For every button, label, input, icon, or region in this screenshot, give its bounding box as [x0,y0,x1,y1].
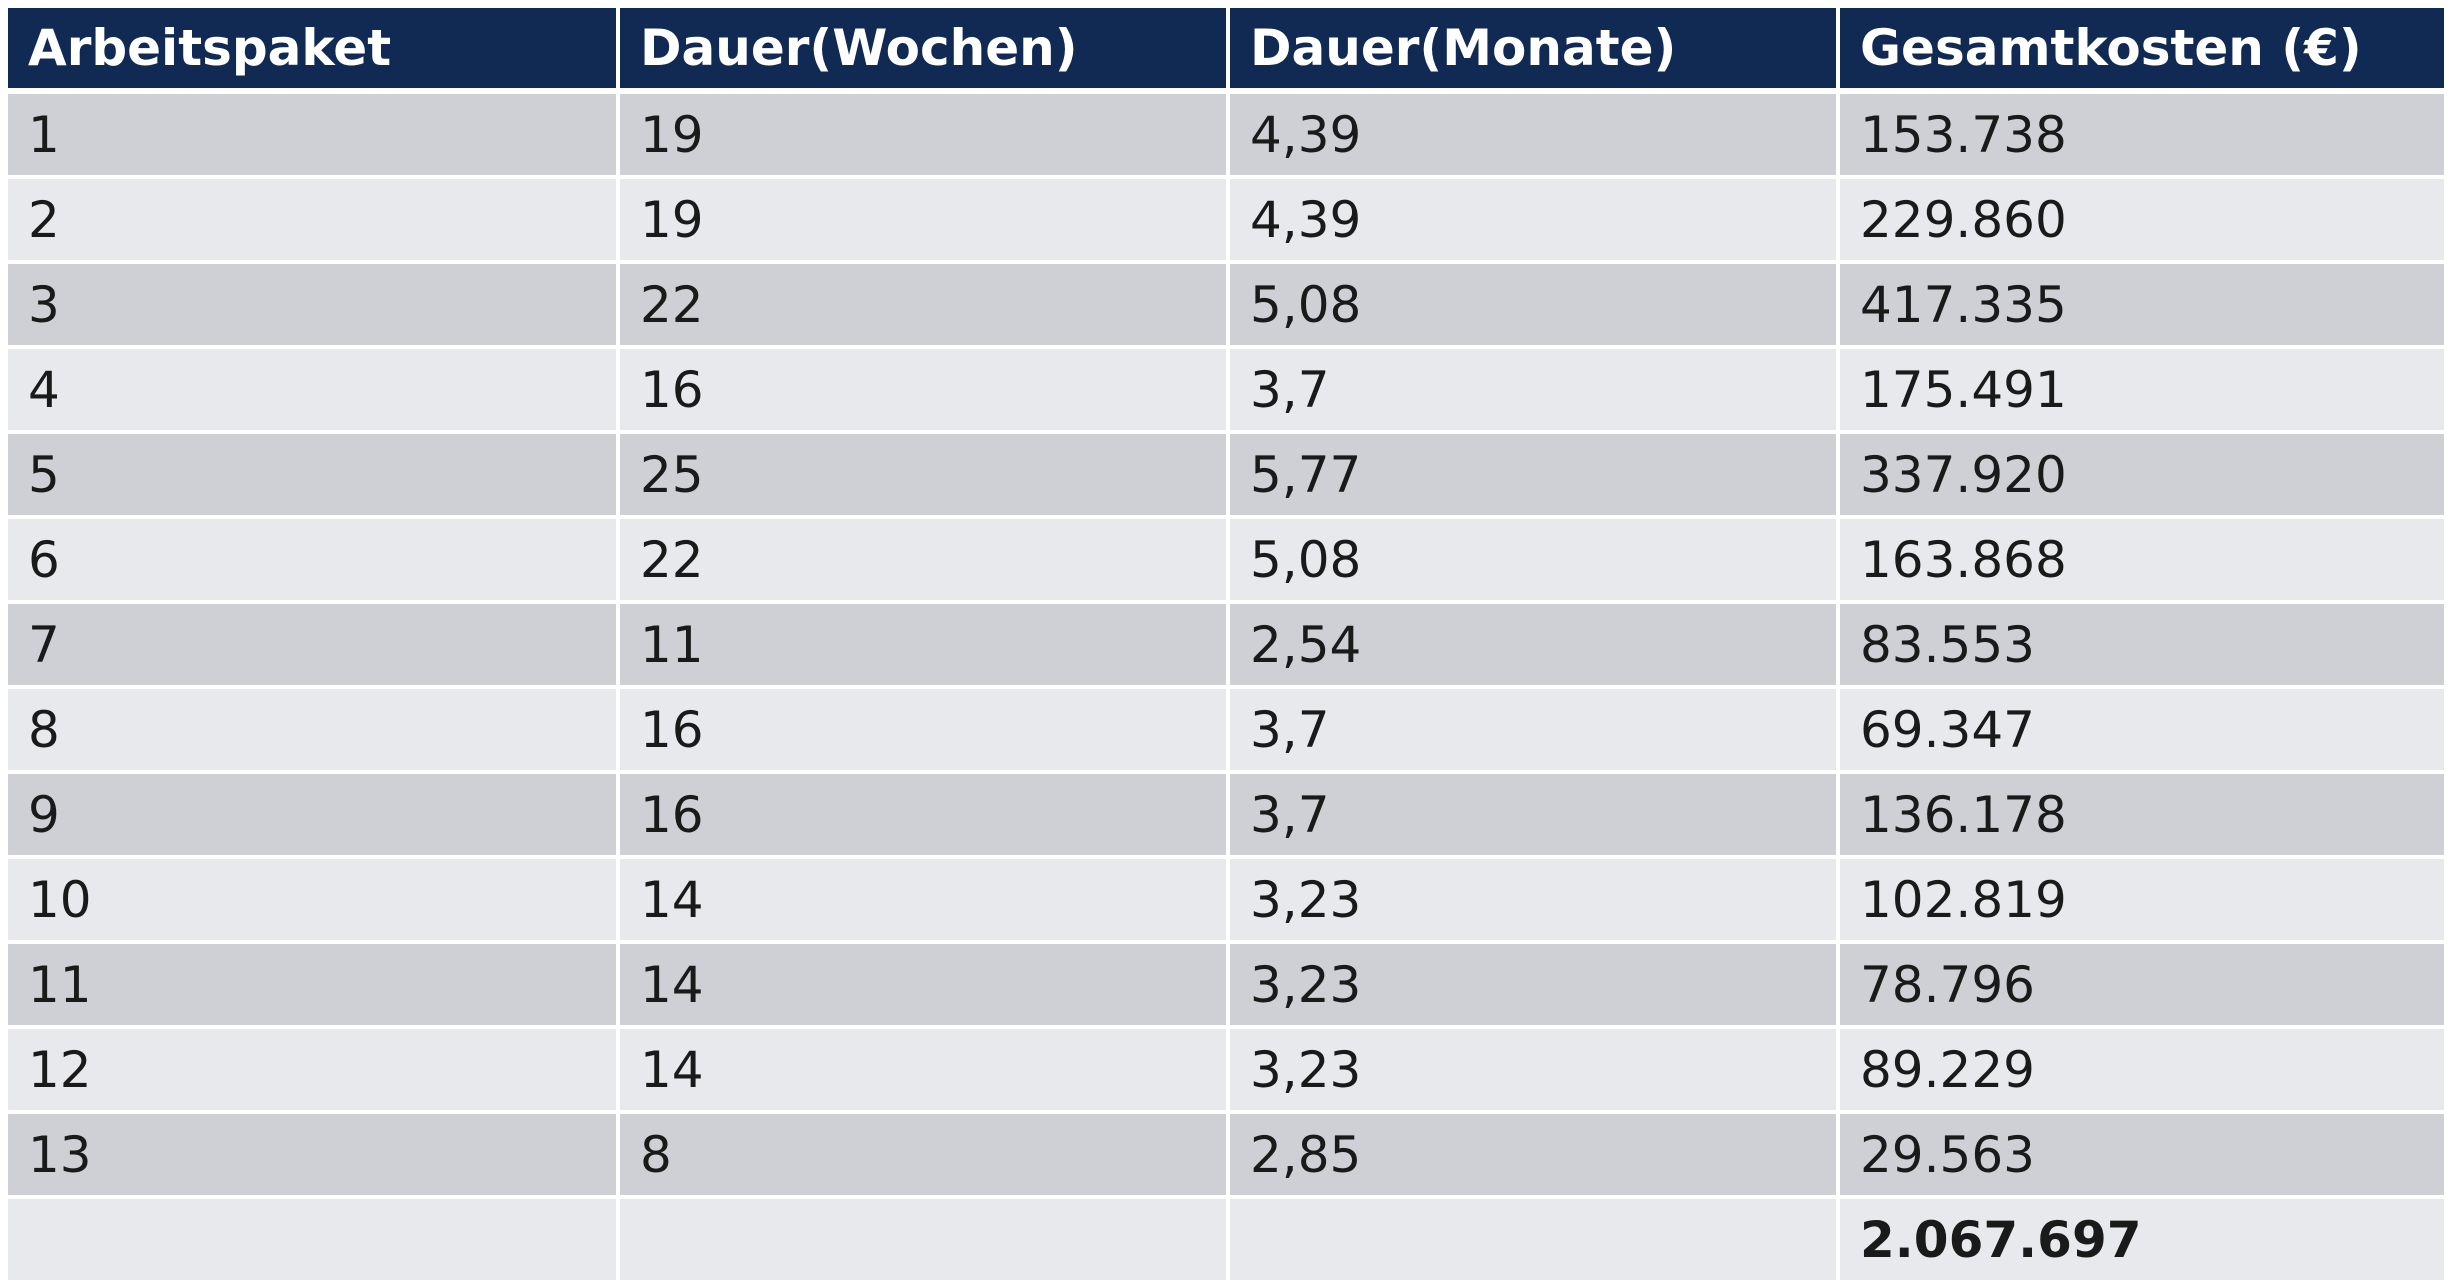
cell-dauer-wochen: 22 [618,262,1230,349]
cell-dauer-wochen: 8 [618,1112,1230,1199]
cell-dauer-monate: 5,77 [1228,432,1840,519]
cell-gesamtkosten: 153.738 [1838,91,2444,179]
cell-dauer-monate: 4,39 [1228,177,1840,264]
table-row: 1 19 4,39 153.738 [8,91,2444,179]
cell-gesamtkosten: 417.335 [1838,262,2444,349]
table-row: 4 16 3,7 175.491 [8,347,2444,434]
cell-arbeitspaket: 7 [8,602,620,689]
table-row: 2 19 4,39 229.860 [8,177,2444,264]
cell-arbeitspaket: 5 [8,432,620,519]
cell-dauer-monate: 5,08 [1228,262,1840,349]
cell-dauer-monate: 2,85 [1228,1112,1840,1199]
cell-gesamtkosten: 89.229 [1838,1027,2444,1114]
cell-arbeitspaket: 8 [8,687,620,774]
table-row: 6 22 5,08 163.868 [8,517,2444,604]
total-cost-value: 2.067.697 [1838,1197,2444,1284]
cell-arbeitspaket: 9 [8,772,620,859]
cell-dauer-wochen: 25 [618,432,1230,519]
total-cell-empty [8,1197,620,1284]
cell-dauer-wochen: 14 [618,942,1230,1029]
cell-dauer-monate: 3,23 [1228,1027,1840,1114]
cell-gesamtkosten: 136.178 [1838,772,2444,859]
cell-arbeitspaket: 11 [8,942,620,1029]
cost-table-container: Arbeitspaket Dauer(Wochen) Dauer(Monate)… [8,8,2444,1284]
cell-dauer-monate: 3,7 [1228,687,1840,774]
column-header-dauer-wochen: Dauer(Wochen) [618,8,1230,94]
column-header-gesamtkosten: Gesamtkosten (€) [1838,8,2444,94]
cell-dauer-wochen: 14 [618,857,1230,944]
table-row: 3 22 5,08 417.335 [8,262,2444,349]
cell-arbeitspaket: 4 [8,347,620,434]
cell-gesamtkosten: 175.491 [1838,347,2444,434]
cell-dauer-monate: 5,08 [1228,517,1840,604]
cell-dauer-monate: 3,23 [1228,857,1840,944]
cell-gesamtkosten: 29.563 [1838,1112,2444,1199]
total-cell-empty [618,1197,1230,1284]
cell-dauer-wochen: 19 [618,91,1230,179]
cell-gesamtkosten: 69.347 [1838,687,2444,774]
cell-arbeitspaket: 1 [8,91,620,179]
cell-gesamtkosten: 163.868 [1838,517,2444,604]
cell-arbeitspaket: 3 [8,262,620,349]
cell-gesamtkosten: 78.796 [1838,942,2444,1029]
cell-dauer-wochen: 16 [618,687,1230,774]
table-row: 12 14 3,23 89.229 [8,1027,2444,1114]
table-row: 5 25 5,77 337.920 [8,432,2444,519]
cell-dauer-wochen: 11 [618,602,1230,689]
total-cell-empty [1228,1197,1840,1284]
cell-arbeitspaket: 10 [8,857,620,944]
table-row: 13 8 2,85 29.563 [8,1112,2444,1199]
table-header-row: Arbeitspaket Dauer(Wochen) Dauer(Monate)… [8,8,2444,94]
table-row: 7 11 2,54 83.553 [8,602,2444,689]
column-header-arbeitspaket: Arbeitspaket [8,8,620,94]
cell-dauer-wochen: 22 [618,517,1230,604]
total-row: 2.067.697 [8,1197,2444,1284]
cell-dauer-monate: 2,54 [1228,602,1840,689]
cell-dauer-monate: 4,39 [1228,91,1840,179]
cell-arbeitspaket: 2 [8,177,620,264]
cell-gesamtkosten: 102.819 [1838,857,2444,944]
work-package-cost-table: Arbeitspaket Dauer(Wochen) Dauer(Monate)… [8,8,2444,1284]
table-row: 10 14 3,23 102.819 [8,857,2444,944]
cell-gesamtkosten: 337.920 [1838,432,2444,519]
table-row: 11 14 3,23 78.796 [8,942,2444,1029]
cell-arbeitspaket: 6 [8,517,620,604]
table-row: 9 16 3,7 136.178 [8,772,2444,859]
table-row: 8 16 3,7 69.347 [8,687,2444,774]
cell-gesamtkosten: 229.860 [1838,177,2444,264]
column-header-dauer-monate: Dauer(Monate) [1228,8,1840,94]
cell-gesamtkosten: 83.553 [1838,602,2444,689]
cell-arbeitspaket: 12 [8,1027,620,1114]
cell-dauer-wochen: 16 [618,347,1230,434]
cell-dauer-monate: 3,23 [1228,942,1840,1029]
cell-dauer-wochen: 19 [618,177,1230,264]
cell-dauer-wochen: 16 [618,772,1230,859]
cell-dauer-monate: 3,7 [1228,772,1840,859]
cell-dauer-wochen: 14 [618,1027,1230,1114]
cell-dauer-monate: 3,7 [1228,347,1840,434]
cell-arbeitspaket: 13 [8,1112,620,1199]
